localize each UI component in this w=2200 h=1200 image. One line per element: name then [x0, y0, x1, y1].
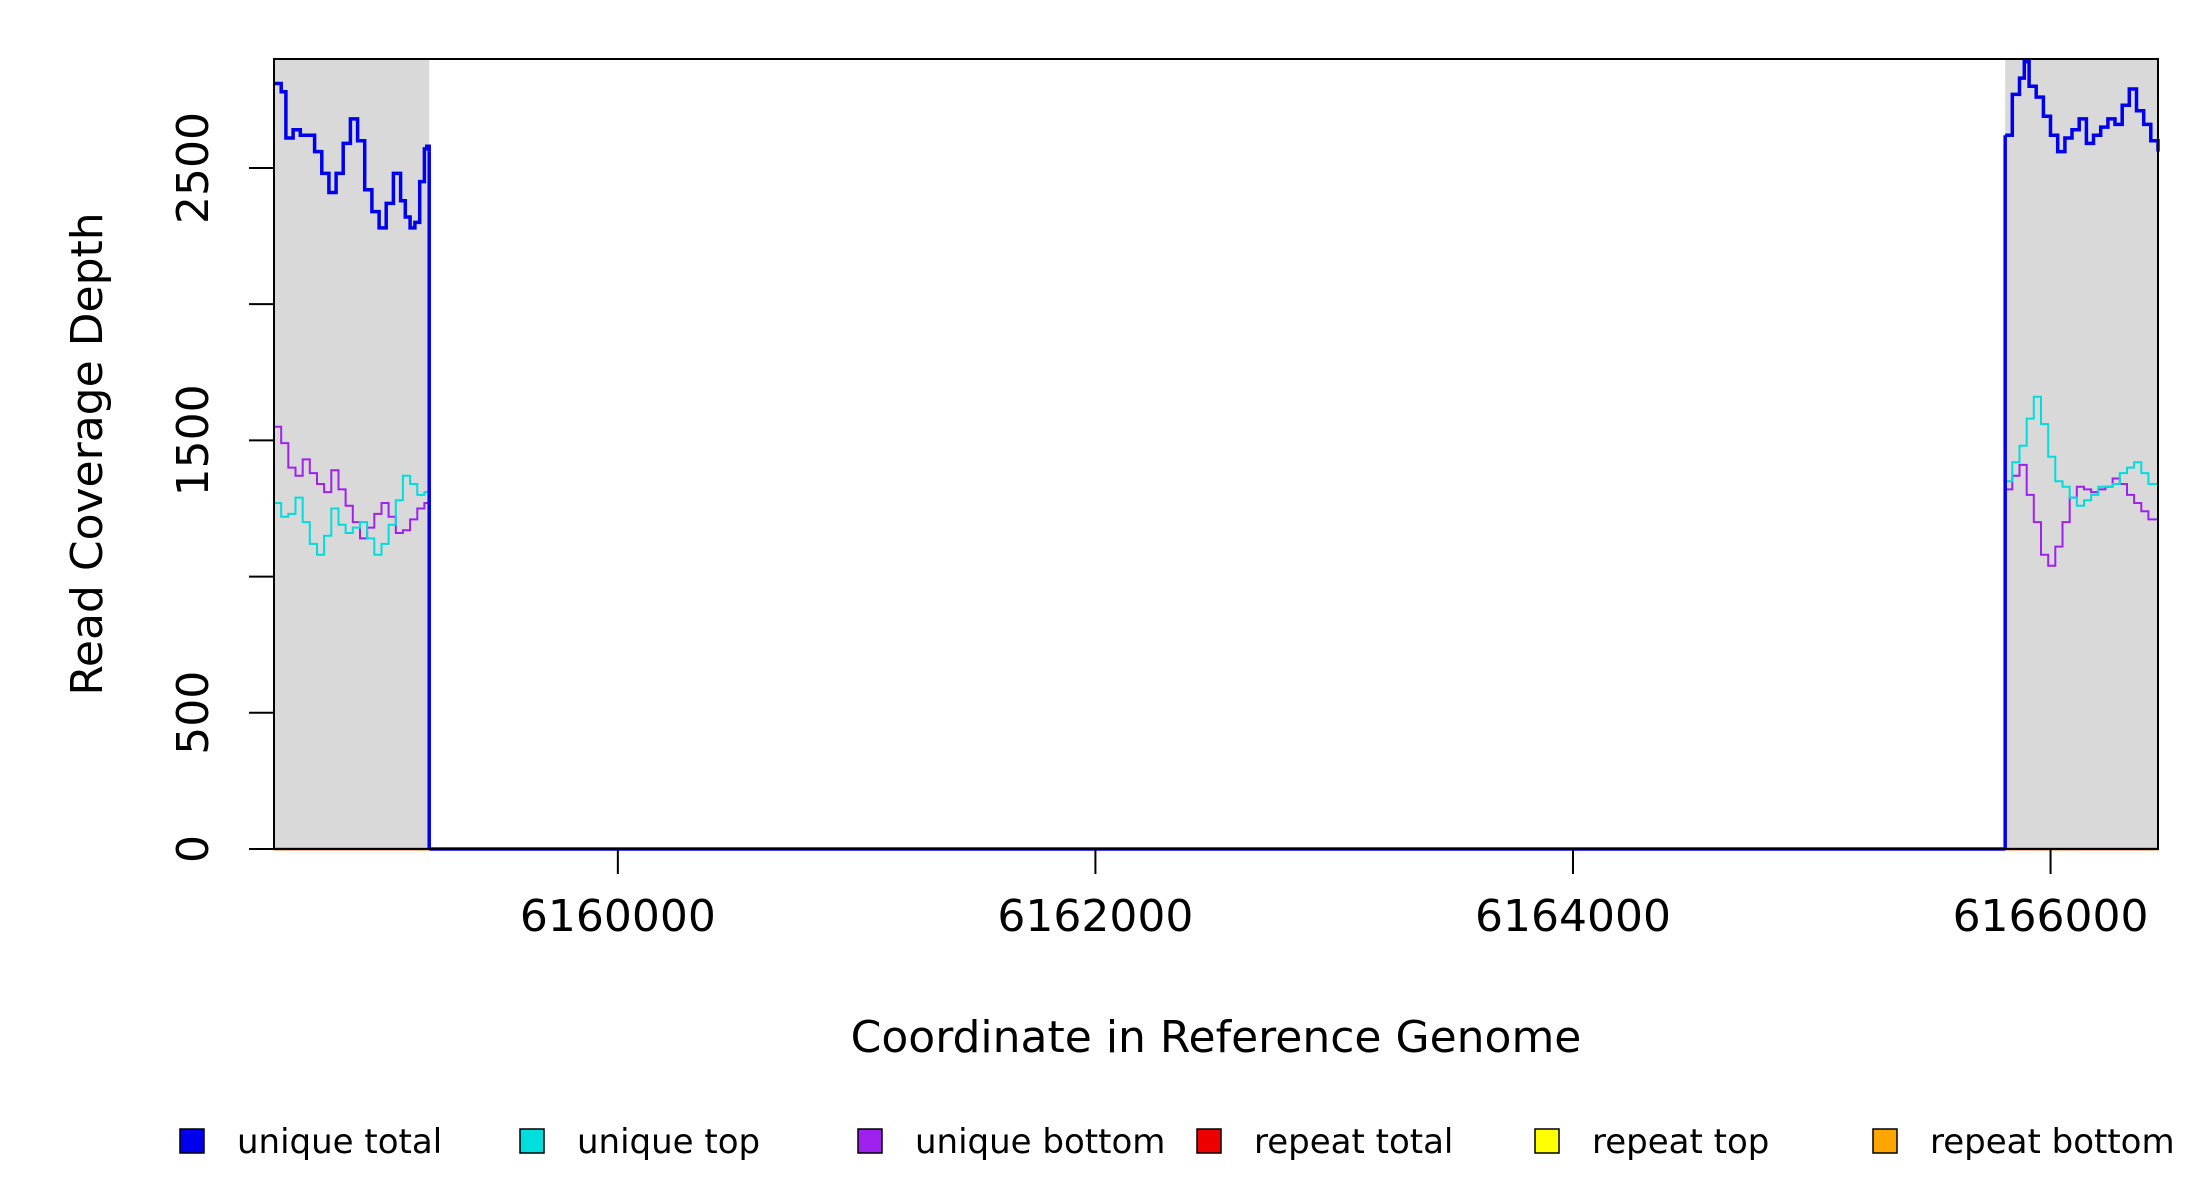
x-tick-label: 6162000 [997, 891, 1193, 942]
y-tick-label: 2500 [168, 112, 219, 224]
series-lines [274, 59, 2160, 851]
series-unique-total-segment-3 [2005, 59, 2160, 154]
y-tick-label: 0 [168, 835, 219, 863]
legend: unique total unique top unique bottom repea… [179, 1122, 2175, 1162]
series-unique-top-segment-1 [274, 474, 431, 556]
shaded-region-1 [274, 59, 430, 849]
legend-label-repeat-bottom: repeat bottom [1930, 1122, 2175, 1162]
legend-label-unique-bottom: unique bottom [915, 1122, 1165, 1162]
shaded-regions [274, 59, 2158, 849]
y-tick-label: 1500 [168, 384, 219, 496]
x-tick-label: 6164000 [1475, 891, 1671, 942]
series-unique-top-segment-3 [2005, 395, 2159, 507]
legend-swatch-unique-bottom [857, 1128, 883, 1154]
y-axis-title: Read Coverage Depth [62, 212, 113, 695]
legend-swatch-repeat-total [1196, 1128, 1222, 1154]
y-tick-label: 500 [168, 671, 219, 755]
x-tick-label: 6166000 [1953, 891, 2149, 942]
x-tick-label: 6160000 [520, 891, 716, 942]
x-axis-title: Coordinate in Reference Genome [851, 1012, 1582, 1063]
legend-label-unique-total: unique total [237, 1122, 442, 1162]
series-unique-bottom-segment-3 [2005, 463, 2159, 567]
legend-swatch-repeat-bottom [1872, 1128, 1898, 1154]
legend-label-repeat-top: repeat top [1592, 1122, 1769, 1162]
shaded-region-2 [2005, 59, 2158, 849]
legend-label-repeat-total: repeat total [1254, 1122, 1453, 1162]
legend-swatch-unique-top [519, 1128, 545, 1154]
legend-swatch-repeat-top [1534, 1128, 1560, 1154]
series-unique-bottom-segment-1 [274, 425, 431, 540]
y-axis: 0 500 1500 2500 [168, 112, 274, 863]
series-unique-total-segment-1 [274, 81, 431, 230]
legend-swatch-unique-total [179, 1128, 205, 1154]
legend-label-unique-top: unique top [577, 1122, 760, 1162]
plot-frame [273, 58, 2159, 850]
x-axis: 6160000 6162000 6164000 6166000 [520, 849, 2149, 942]
